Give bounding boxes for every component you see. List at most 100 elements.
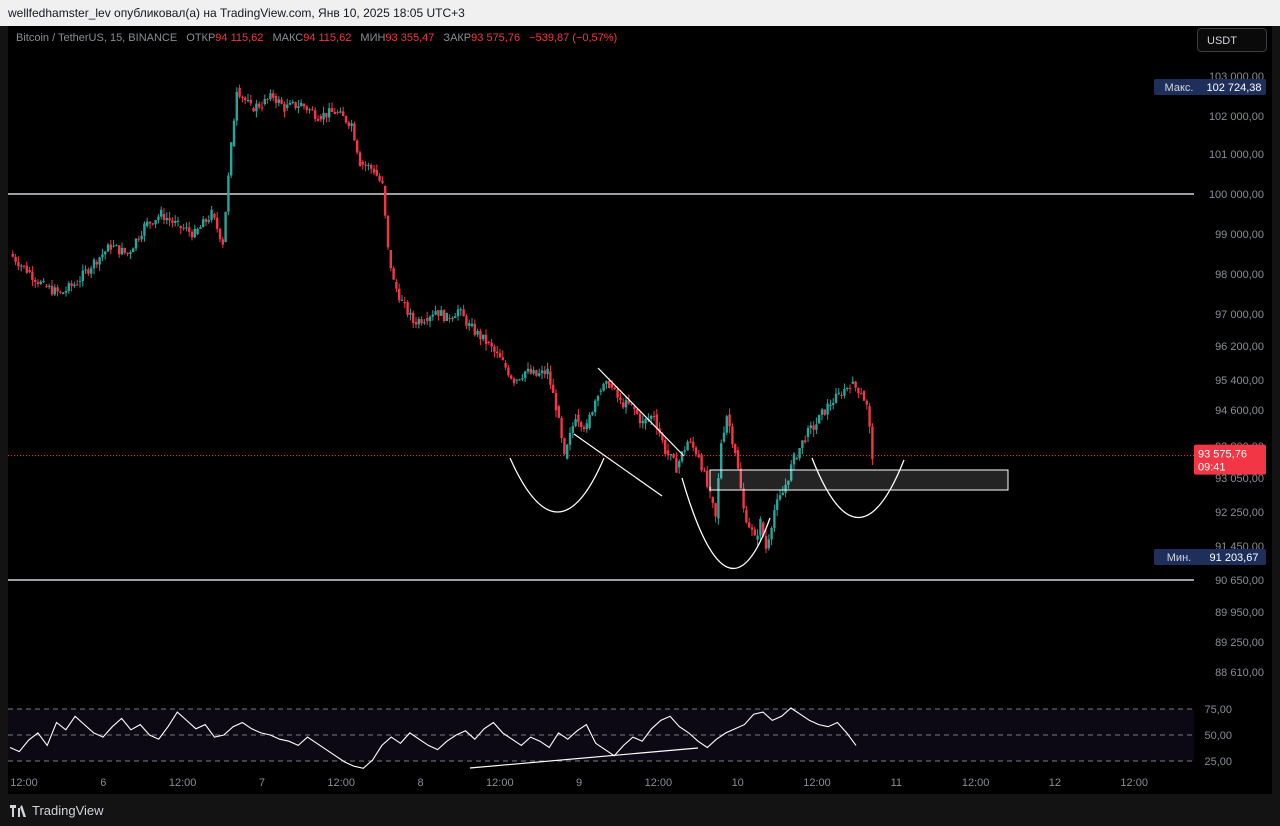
tradingview-logo[interactable]: TradingView	[9, 803, 104, 818]
candle-body	[560, 417, 563, 439]
candle-body	[616, 389, 619, 398]
rsi-line	[9, 707, 857, 769]
candle-body	[199, 227, 202, 229]
candle-body	[703, 470, 706, 472]
candle-body	[871, 426, 874, 459]
candle-body	[781, 492, 784, 496]
candle-body	[736, 450, 740, 469]
candle-body	[759, 519, 762, 536]
candle-body	[526, 368, 530, 372]
legend-change: −539,87 (−0,57%)	[529, 32, 618, 44]
candle-body	[325, 112, 328, 118]
y-tick-label: 97 000,00	[1215, 309, 1264, 321]
candle-body	[342, 111, 345, 117]
candle-body	[518, 379, 521, 381]
candle-body	[470, 323, 474, 326]
candle-body	[448, 318, 451, 319]
candle-body	[574, 419, 577, 427]
candle-body	[739, 468, 742, 489]
candle-body	[857, 387, 860, 394]
candle-body	[48, 285, 51, 287]
candle-body	[174, 221, 177, 223]
candle-body	[182, 227, 185, 229]
candle-body	[490, 342, 493, 347]
candle-body	[204, 219, 208, 222]
candle-body	[160, 209, 163, 217]
candle-body	[734, 444, 737, 454]
candle-body	[675, 457, 678, 473]
candle-body	[507, 367, 510, 376]
x-tick-label: 12:00	[645, 777, 673, 789]
candle-body	[664, 440, 667, 454]
candle-body	[244, 97, 247, 101]
candle-body	[53, 287, 56, 295]
candle-body	[288, 102, 292, 105]
candle-body	[510, 375, 513, 379]
x-tick-label: 12:00	[169, 777, 197, 789]
x-tick-label: 12:00	[10, 777, 38, 789]
candle-body	[795, 458, 798, 460]
candle-body	[750, 527, 754, 530]
candle-body	[538, 373, 541, 376]
candle-body	[566, 444, 569, 459]
candle-body	[801, 440, 804, 449]
candle-body	[154, 220, 157, 225]
candle-body	[328, 108, 331, 118]
candle-body	[613, 387, 616, 390]
y-tick-label: 100 000,00	[1209, 189, 1264, 201]
candle-body	[865, 400, 868, 405]
candle-body	[230, 142, 233, 176]
chart-area[interactable]: Bitcoin / TetherUS, 15, BINANCE ОТКР94 1…	[8, 26, 1272, 794]
rsi-layer	[8, 707, 1194, 769]
last-price-countdown: 09:41	[1198, 462, 1226, 474]
x-tick-label: 12	[1049, 777, 1061, 789]
candle-body	[210, 209, 213, 221]
legend-symbol: Bitcoin / TetherUS, 15, BINANCE	[16, 32, 178, 44]
candle-body	[67, 283, 70, 291]
candle-body	[73, 284, 76, 287]
candle-body	[25, 265, 28, 273]
candle-body	[748, 522, 751, 528]
candle-body	[224, 211, 227, 242]
candle-body	[238, 88, 241, 97]
candle-body	[398, 288, 401, 301]
candle-body	[193, 228, 196, 238]
candle-body	[787, 480, 790, 485]
candle-body	[151, 223, 154, 225]
candle-body	[826, 403, 829, 415]
x-tick-label: 12:00	[962, 777, 990, 789]
candle-body	[577, 414, 580, 423]
candle-body	[806, 428, 810, 437]
candle-body	[784, 484, 787, 493]
candle-body	[591, 412, 594, 415]
candle-body	[283, 103, 286, 112]
candle-body	[650, 415, 653, 419]
candle-body	[479, 330, 482, 340]
candle-body	[487, 342, 490, 343]
candle-body	[440, 310, 443, 316]
candle-body	[851, 381, 854, 384]
footer: TradingView	[0, 794, 1280, 826]
candle-body	[302, 104, 306, 107]
header-bar: wellfedhamster_lev опубликовал(а) на Tra…	[0, 0, 1280, 26]
candle-body	[504, 363, 507, 368]
candle-body	[129, 252, 132, 254]
candle-body	[70, 283, 73, 287]
candle-body	[812, 425, 815, 430]
min-price-badge-label: Мин.	[1167, 552, 1191, 564]
candle-body	[818, 414, 821, 424]
candle-body	[356, 140, 359, 153]
candle-body	[64, 290, 68, 293]
candle-body	[258, 103, 261, 108]
candle-body	[820, 409, 824, 415]
x-tick-label: 6	[100, 777, 106, 789]
legend-open: 94 115,62	[215, 32, 264, 44]
candle-body	[17, 261, 20, 267]
currency-button[interactable]: USDT	[1197, 28, 1267, 52]
candle-body	[711, 497, 714, 504]
candle-body	[76, 284, 79, 286]
candle-body	[213, 214, 216, 218]
candle-body	[406, 302, 409, 315]
candle-body	[28, 270, 31, 273]
